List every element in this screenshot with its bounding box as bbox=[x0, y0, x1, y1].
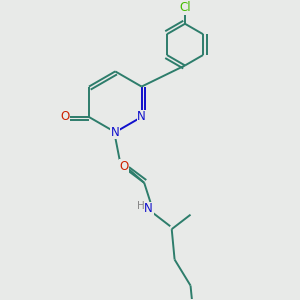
Text: Cl: Cl bbox=[179, 1, 191, 14]
Text: N: N bbox=[137, 110, 146, 124]
Text: N: N bbox=[111, 126, 120, 139]
Text: H: H bbox=[137, 201, 145, 211]
Text: N: N bbox=[144, 202, 153, 215]
Text: O: O bbox=[119, 160, 129, 173]
Text: O: O bbox=[60, 110, 70, 124]
